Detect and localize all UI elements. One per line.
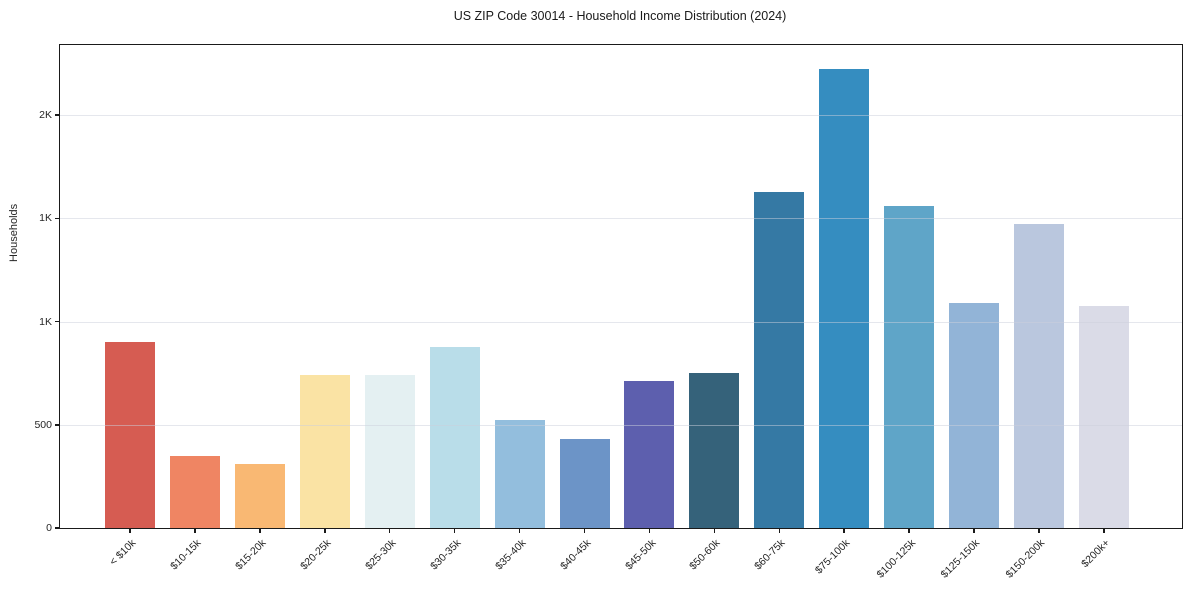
- x-tick-label-$125-150k: $125-150k: [939, 537, 983, 581]
- plot-area: 0 500 1K 1K 2K < $10k $10-15k $15-20k $20-25k $2…: [34, 44, 1183, 581]
- x-tick-label-$100-125k: $100-125k: [874, 537, 918, 581]
- x-tick-label-$35-40k: $35-40k: [492, 537, 529, 573]
- x-tick-label-$150-200k: $150-200k: [1003, 537, 1048, 581]
- x-tick-mark: [908, 529, 910, 533]
- y-tick-mark: [55, 114, 59, 116]
- bar-$60-75k: [754, 191, 805, 528]
- bar-< $10k: [105, 342, 155, 528]
- bar-$100-125k: [884, 206, 935, 528]
- y-tick-label: 1K: [39, 212, 52, 225]
- y-axis-label: Households: [8, 203, 20, 262]
- y-tick-label: 500: [34, 418, 52, 431]
- x-tick-mark: [973, 529, 975, 533]
- bar-$25-30k: [364, 375, 415, 528]
- y-tick-mark: [55, 320, 59, 323]
- bar-$40-45k: [559, 439, 610, 528]
- x-tick-mark: [648, 529, 651, 533]
- bar-$50-60k: [689, 373, 740, 528]
- x-tick-mark: [518, 529, 521, 533]
- x-tick-mark: [453, 529, 456, 533]
- x-tick-mark: [1038, 529, 1040, 533]
- bar-$200k+: [1078, 306, 1129, 528]
- x-tick-mark: [583, 529, 586, 533]
- x-tick-label-$60-75k: $60-75k: [752, 537, 788, 573]
- bar-$150-200k: [1014, 223, 1065, 528]
- x-tick-label-$15-20k: $15-20k: [233, 537, 269, 573]
- x-tick-mark: [778, 529, 781, 533]
- gridline-500: [60, 424, 1182, 426]
- x-tick-label-$50-60k: $50-60k: [687, 537, 723, 573]
- x-tick-mark: [843, 529, 845, 533]
- x-tick-label-< $10k: < $10k: [107, 537, 139, 568]
- gridline-2000: [60, 115, 1182, 117]
- x-tick-label-$20-25k: $20-25k: [297, 537, 334, 573]
- y-tick-label: 1K: [39, 315, 52, 328]
- gridline-1500: [60, 218, 1182, 220]
- x-tick-label-$75-100k: $75-100k: [813, 537, 853, 577]
- x-tick-mark: [259, 529, 261, 533]
- x-tick-label-$40-45k: $40-45k: [557, 537, 594, 573]
- bar-$75-100k: [819, 68, 870, 528]
- y-tick-label: 2K: [39, 109, 52, 122]
- bar-$45-50k: [624, 381, 675, 528]
- x-tick-mark: [194, 529, 196, 533]
- y-tick-mark: [55, 424, 59, 426]
- y-tick-mark: [55, 217, 59, 220]
- x-tick-label-$30-35k: $30-35k: [427, 537, 464, 573]
- x-tick-mark: [388, 529, 391, 533]
- chart-title: US ZIP Code 30014 - Household Income Dis…: [453, 9, 787, 23]
- x-tick-label-$25-30k: $25-30k: [362, 537, 399, 573]
- x-tick-label-$10-15k: $10-15k: [168, 537, 204, 573]
- x-tick-mark: [713, 529, 716, 533]
- x-tick-mark: [1103, 529, 1105, 533]
- bar-$20-25k: [299, 375, 350, 528]
- bar-$30-35k: [429, 347, 480, 528]
- y-tick-label: 0: [46, 522, 52, 534]
- bar-$125-150k: [949, 303, 1000, 528]
- bar-$10-15k: [169, 455, 220, 528]
- gridline-1000: [60, 321, 1182, 323]
- bar-$15-20k: [234, 464, 285, 528]
- x-tick-label-$200k+: $200k+: [1079, 537, 1113, 571]
- x-tick-mark: [129, 529, 131, 533]
- bar-$35-40k: [494, 419, 545, 528]
- y-tick-mark: [55, 527, 59, 529]
- x-tick-label-$45-50k: $45-50k: [622, 537, 658, 573]
- x-tick-mark: [324, 529, 326, 533]
